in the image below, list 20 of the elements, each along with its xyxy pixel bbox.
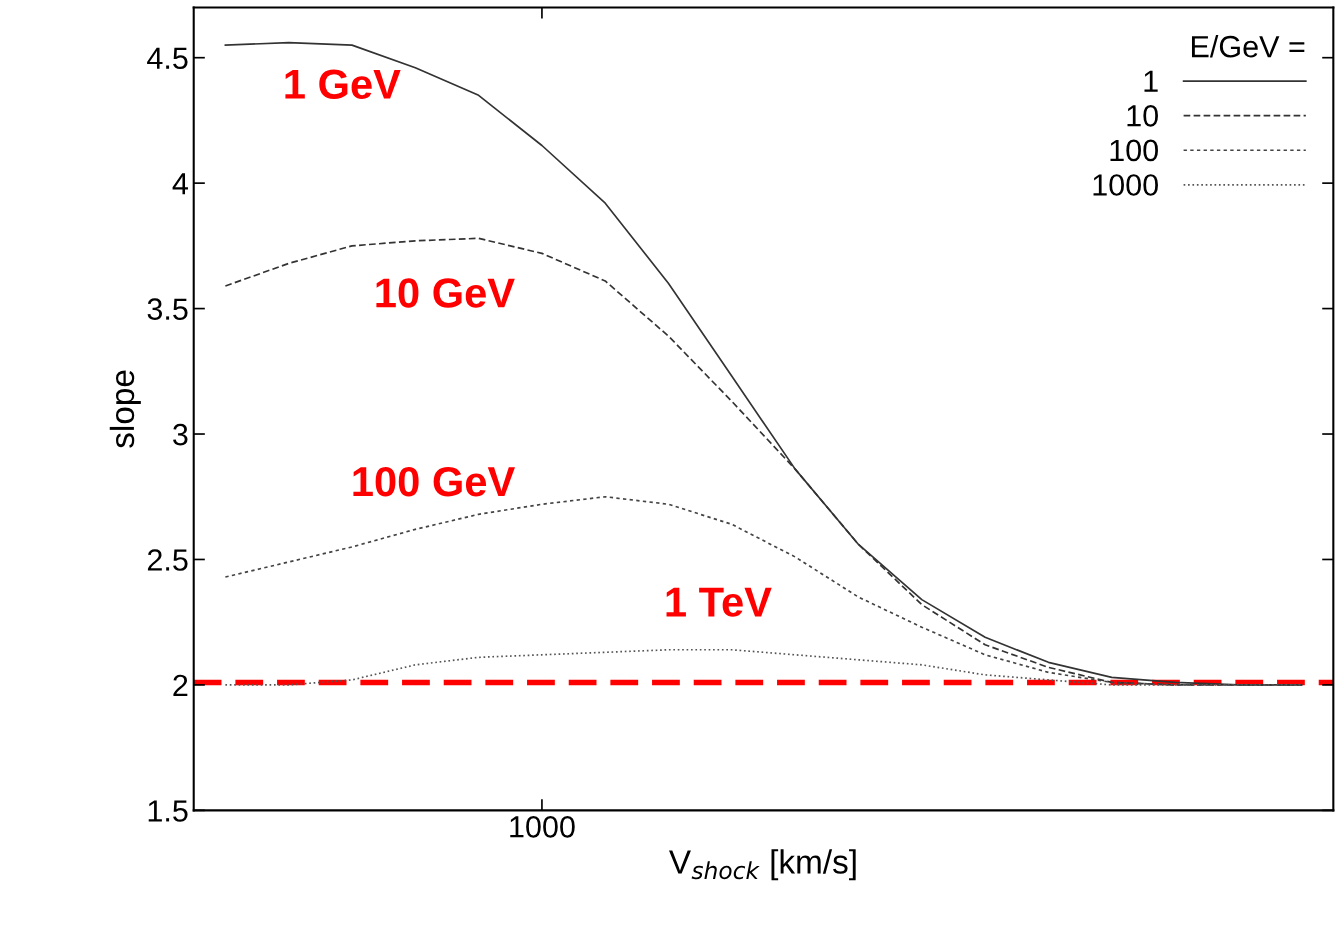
legend-label: 1 (1144, 70, 1158, 92)
annotation: 1 TeV (666, 587, 772, 617)
legend-label: 100 (1110, 139, 1158, 162)
y-tick-label: 3 (173, 423, 188, 446)
y-axis-title: slope (109, 370, 141, 448)
annotation: 10 GeV (376, 278, 515, 308)
x-axis-title: V$_{shock}$ [km/s] (669, 849, 856, 881)
line-series (224, 495, 1303, 686)
y-tick-label: 2.5 (147, 549, 188, 571)
line-series (224, 648, 1303, 686)
y-tick-label: 4 (172, 173, 188, 195)
legend-title: E/GeV = (1191, 35, 1305, 58)
y-tick-label: 4.5 (147, 47, 188, 70)
y-tick-label: 3.5 (147, 298, 188, 320)
legend-label: 1000 (1093, 174, 1158, 196)
y-tick-label: 1.5 (148, 800, 188, 822)
legend-label: 10 (1127, 105, 1158, 127)
annotation: 1 GeV (285, 69, 401, 99)
y-tick-label: 2 (173, 674, 188, 696)
annotation: 100 GeV (353, 466, 515, 497)
